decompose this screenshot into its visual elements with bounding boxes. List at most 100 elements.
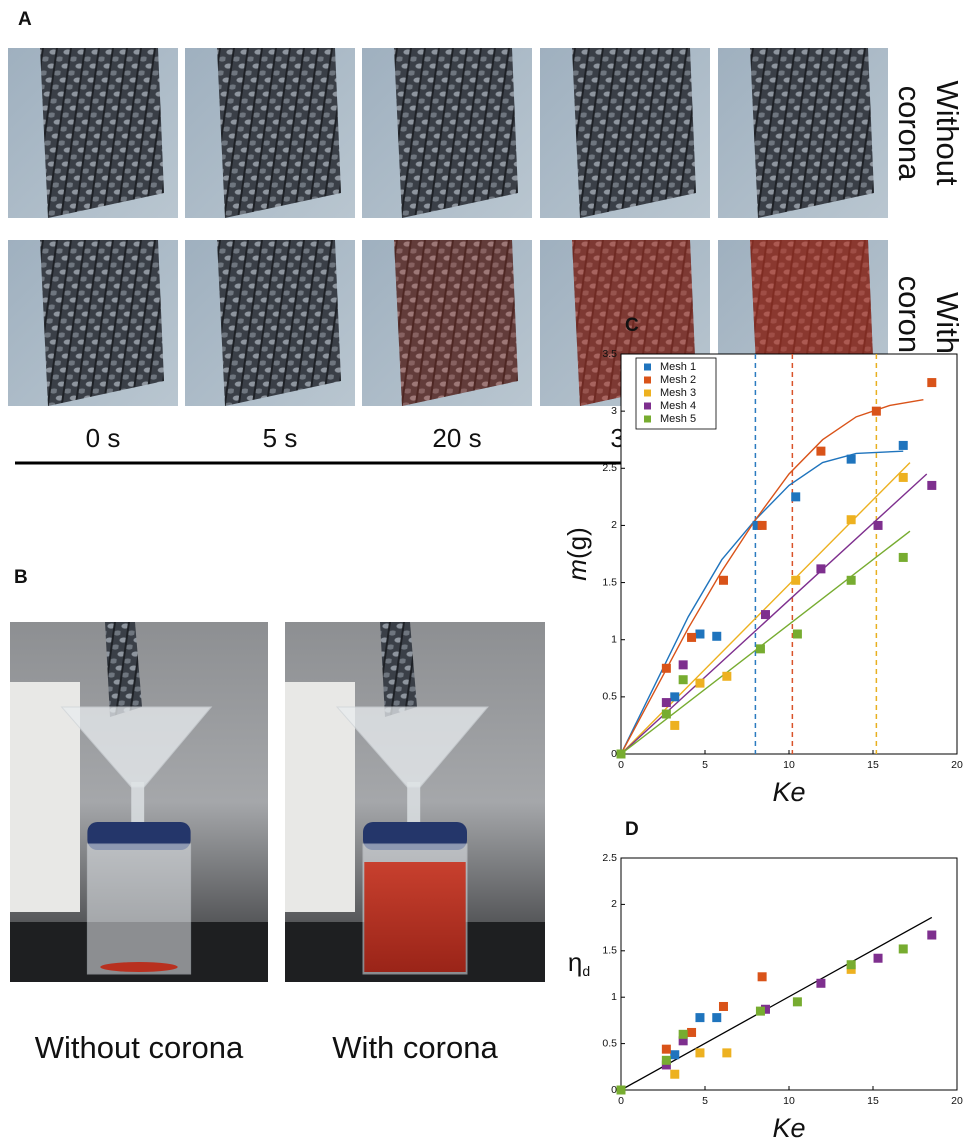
data-point — [874, 954, 883, 963]
data-point — [847, 515, 856, 524]
data-point — [712, 1013, 721, 1022]
legend-swatch — [644, 377, 651, 384]
data-point — [847, 960, 856, 969]
data-point — [687, 633, 696, 642]
data-point — [756, 644, 765, 653]
x-tick-label: 10 — [783, 1095, 795, 1107]
data-point — [722, 1048, 731, 1057]
legend-label: Mesh 1 — [660, 361, 696, 373]
time-label: 20 s — [432, 423, 481, 453]
data-point — [756, 1007, 765, 1016]
data-point — [758, 972, 767, 981]
photo — [10, 622, 268, 982]
data-point — [816, 564, 825, 573]
data-point — [695, 1013, 704, 1022]
data-point — [679, 660, 688, 669]
x-tick-label: 5 — [702, 1095, 708, 1107]
data-point — [695, 630, 704, 639]
y-tick-label: 1 — [611, 633, 617, 645]
y-tick-label: 0 — [611, 1084, 617, 1096]
legend-swatch — [644, 390, 651, 397]
data-point — [927, 378, 936, 387]
legend-label: Mesh 3 — [660, 387, 696, 399]
red-liquid — [364, 862, 465, 972]
data-point — [662, 710, 671, 719]
y-tick-label: 3.5 — [602, 348, 617, 360]
data-point — [695, 679, 704, 688]
y-tick-label: 0 — [611, 748, 617, 760]
time-label: 5 s — [263, 423, 298, 453]
data-point — [793, 630, 802, 639]
caption: With corona — [332, 1030, 498, 1065]
row-label: corona — [892, 86, 927, 182]
y-tick-label: 2.5 — [602, 462, 617, 474]
legend-swatch — [644, 364, 651, 371]
data-point — [791, 576, 800, 585]
data-point — [712, 632, 721, 641]
photo — [185, 240, 355, 406]
y-tick-label: 1 — [611, 991, 617, 1003]
data-point — [899, 473, 908, 482]
photo — [285, 622, 545, 982]
figure: A B t 0 s5 s20 s30 s90 sWithoutcoronaWit… — [0, 0, 966, 1141]
liquid-corona — [394, 240, 518, 406]
legend-label: Mesh 5 — [660, 413, 696, 425]
data-point — [816, 447, 825, 456]
mesh — [572, 48, 696, 218]
mesh — [394, 48, 518, 218]
row-label: Without — [930, 80, 965, 185]
caption: Without corona — [35, 1030, 244, 1065]
data-point — [722, 672, 731, 681]
data-point — [847, 576, 856, 585]
x-tick-label: 0 — [618, 1095, 624, 1107]
panel-label: A — [18, 9, 32, 30]
time-label: 0 s — [86, 423, 121, 453]
x-axis-label: Ke — [772, 1113, 805, 1141]
data-point — [670, 721, 679, 730]
data-point — [927, 481, 936, 490]
data-point — [679, 675, 688, 684]
y-tick-label: 0.5 — [602, 1037, 617, 1049]
y-tick-label: 3 — [611, 405, 617, 417]
photo — [540, 48, 710, 218]
photo — [8, 48, 178, 218]
panel-label: C — [625, 315, 639, 336]
data-point — [899, 553, 908, 562]
mesh — [40, 240, 164, 406]
y-tick-label: 1.5 — [602, 945, 617, 957]
mesh — [217, 240, 341, 406]
data-point — [899, 944, 908, 953]
y-tick-label: 2 — [611, 898, 617, 910]
y-axis-var: m — [562, 559, 592, 581]
data-point — [758, 521, 767, 530]
y-axis-sub: d — [582, 963, 590, 979]
data-point — [791, 492, 800, 501]
panel-label: D — [625, 819, 639, 840]
data-point — [662, 698, 671, 707]
charts: C0510152000.511.522.533.5Kem(g)Mesh 1Mes… — [562, 315, 963, 1141]
data-point — [670, 1050, 679, 1059]
data-point — [617, 1086, 626, 1095]
row-label: With — [930, 292, 965, 354]
data-point — [617, 750, 626, 759]
mesh — [40, 48, 164, 218]
photo — [185, 48, 355, 218]
photo — [362, 48, 532, 218]
data-point — [695, 1048, 704, 1057]
x-axis-label: Ke — [772, 777, 805, 807]
y-axis-label: m(g) — [562, 527, 592, 580]
photo — [8, 240, 178, 406]
data-point — [662, 664, 671, 673]
legend-swatch — [644, 403, 651, 410]
x-tick-label: 20 — [951, 1095, 963, 1107]
data-point — [793, 997, 802, 1006]
y-axis-unit: (g) — [562, 527, 592, 559]
data-point — [761, 610, 770, 619]
data-point — [662, 1045, 671, 1054]
x-tick-label: 15 — [867, 1095, 879, 1107]
data-point — [899, 441, 908, 450]
data-point — [670, 692, 679, 701]
x-tick-label: 20 — [951, 759, 963, 771]
x-tick-label: 15 — [867, 759, 879, 771]
beaker — [87, 844, 190, 974]
